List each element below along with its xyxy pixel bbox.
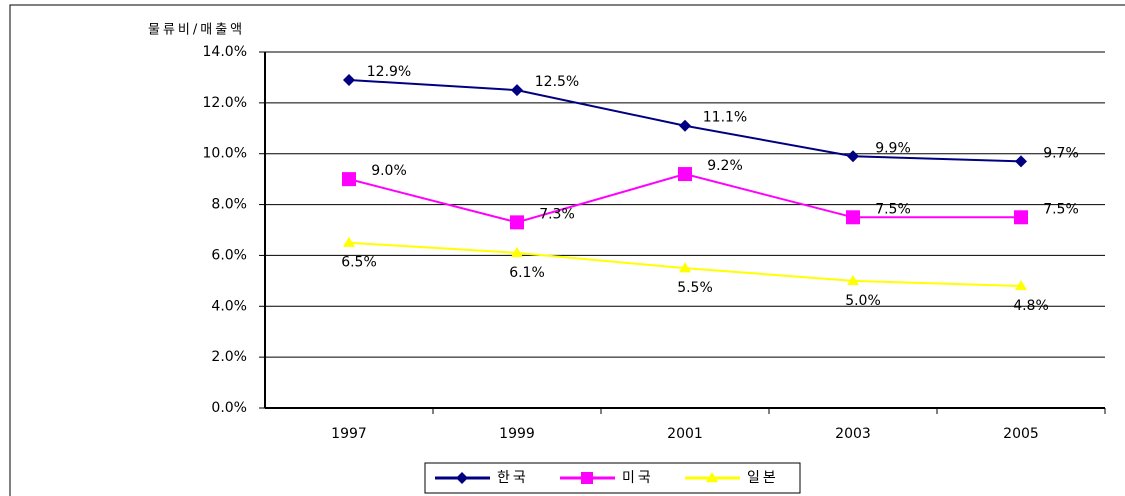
y-tick-label: 10.0% [203,146,247,162]
data-point [1015,155,1027,168]
legend-marker [581,472,593,484]
data-point [1015,279,1027,291]
data-label: 6.1% [509,265,545,281]
data-point [679,262,691,273]
y-tick-label: 12.0% [203,95,247,111]
data-point [343,236,355,247]
y-tick-label: 14.0% [203,44,247,60]
x-tick-label: 2003 [835,426,871,442]
data-point [343,73,355,86]
data-point [511,246,523,258]
data-point [847,150,859,163]
legend-label: 한국 [497,470,529,486]
chart-frame [9,4,1125,496]
legend-label: 미국 [622,470,654,486]
data-label: 7.5% [875,201,911,217]
data-point [342,172,356,187]
legend-marker [706,472,718,483]
data-label: 12.9% [367,64,411,80]
data-label: 9.7% [1043,145,1079,161]
x-tick-label: 1997 [331,426,367,442]
data-label: 4.8% [1013,298,1049,314]
data-point [511,84,523,97]
data-label: 7.5% [1043,201,1079,217]
data-point [510,215,524,230]
legend-marker [456,472,468,484]
x-tick-label: 2001 [667,426,703,442]
data-label: 12.5% [535,74,579,90]
data-label: 9.9% [875,140,911,156]
data-label: 5.5% [677,280,713,296]
data-label: 6.5% [341,255,377,271]
data-point [679,119,691,132]
legend-label: 일본 [747,470,779,486]
data-label: 5.0% [845,293,881,309]
y-tick-label: 2.0% [211,349,247,365]
data-label: 9.2% [707,158,743,174]
data-point [678,167,692,182]
y-tick-label: 0.0% [211,400,247,416]
data-point [846,210,860,225]
data-label: 11.1% [703,110,747,126]
data-label: 7.3% [539,206,575,222]
data-point [1014,210,1028,225]
series-line [348,173,1021,224]
data-label: 9.0% [371,163,407,179]
y-tick-label: 4.0% [211,298,247,314]
y-tick-label: 6.0% [211,247,247,263]
data-point [847,274,859,286]
x-tick-label: 2005 [1003,426,1039,442]
y-axis-title: 물류비/매출액 [148,23,245,38]
x-tick-label: 1999 [499,426,535,442]
y-tick-label: 8.0% [211,197,247,213]
